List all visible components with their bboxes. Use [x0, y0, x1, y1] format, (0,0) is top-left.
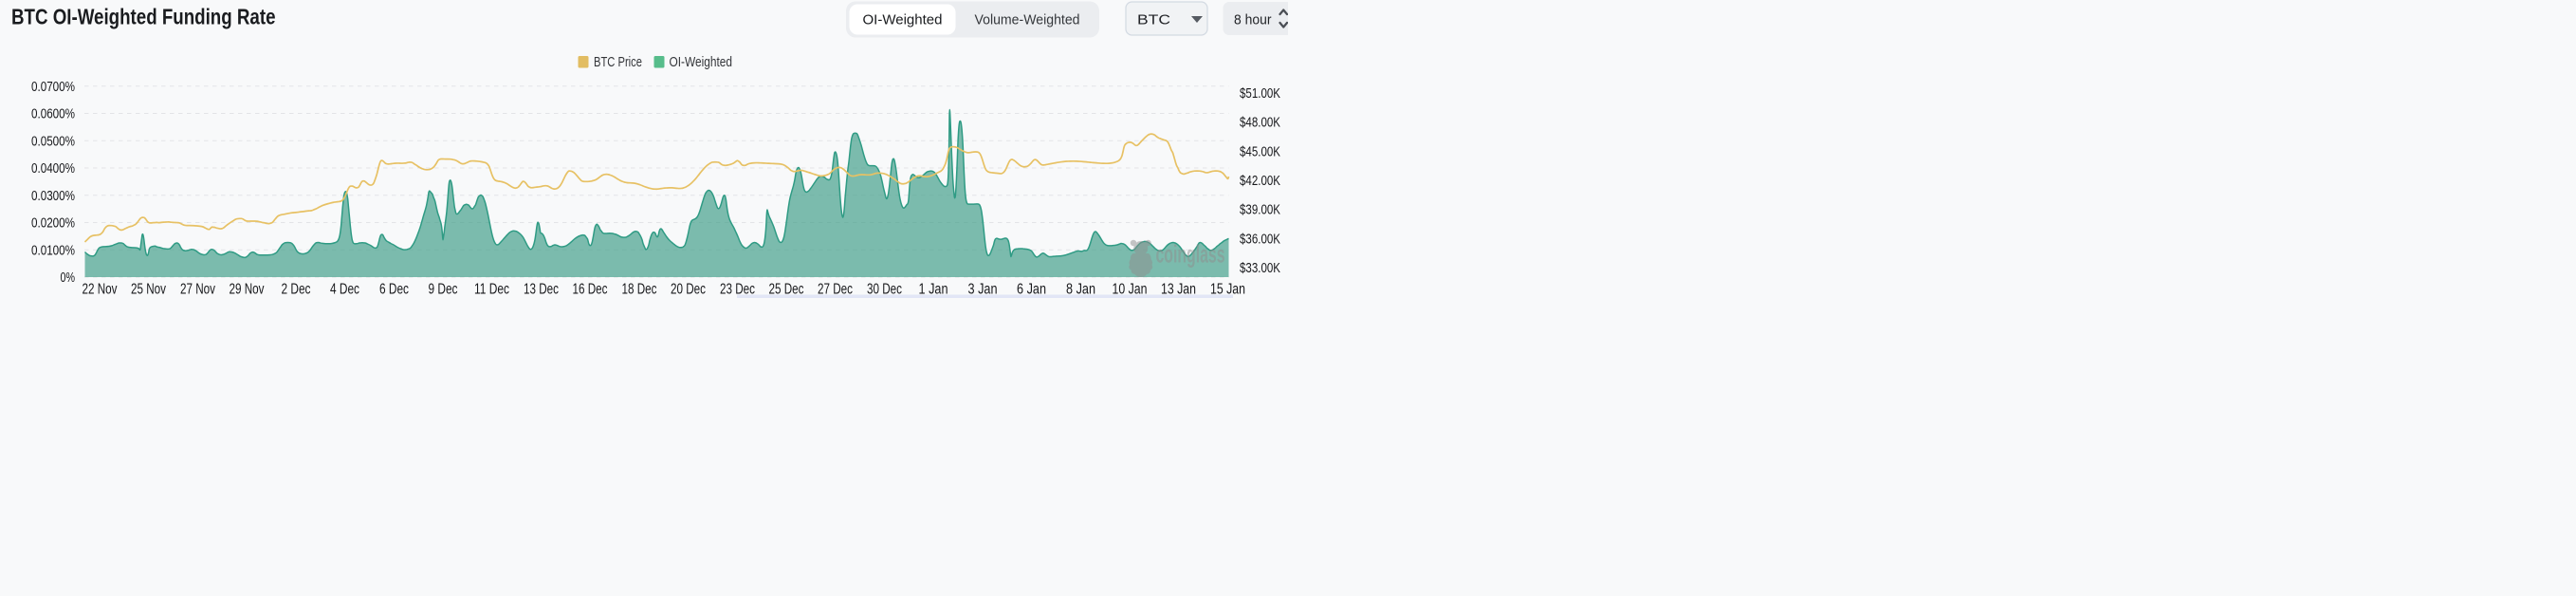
svg-text:$33.00K: $33.00K [1240, 261, 1280, 276]
svg-text:2 Dec: 2 Dec [282, 282, 311, 298]
svg-text:27 Dec: 27 Dec [818, 282, 853, 298]
svg-text:6 Jan: 6 Jan [1017, 282, 1046, 298]
svg-text:$42.00K: $42.00K [1240, 174, 1280, 189]
svg-text:Volume-Weighted: Volume-Weighted [975, 13, 1080, 28]
svg-text:25 Nov: 25 Nov [131, 282, 166, 298]
svg-text:0.0700%: 0.0700% [31, 80, 75, 95]
svg-text:0.0400%: 0.0400% [31, 161, 75, 177]
svg-text:29 Nov: 29 Nov [230, 282, 265, 298]
svg-text:$45.00K: $45.00K [1240, 144, 1280, 159]
svg-text:30 Dec: 30 Dec [867, 282, 902, 298]
svg-text:BTC: BTC [1137, 12, 1170, 28]
svg-text:13 Jan: 13 Jan [1161, 282, 1196, 298]
svg-text:1 Jan: 1 Jan [919, 282, 948, 298]
svg-text:10 Jan: 10 Jan [1113, 282, 1148, 298]
svg-text:$51.00K: $51.00K [1240, 86, 1280, 102]
svg-text:4 Dec: 4 Dec [330, 282, 359, 298]
svg-text:0.0600%: 0.0600% [31, 107, 75, 122]
svg-text:9 Dec: 9 Dec [429, 282, 458, 298]
svg-text:$39.00K: $39.00K [1240, 203, 1280, 218]
svg-text:$48.00K: $48.00K [1240, 116, 1280, 131]
svg-text:15 Jan: 15 Jan [1210, 282, 1245, 298]
svg-text:0.0200%: 0.0200% [31, 216, 75, 232]
svg-text:11 Dec: 11 Dec [474, 282, 509, 298]
svg-text:BTC Price: BTC Price [594, 55, 642, 70]
svg-text:6 Dec: 6 Dec [379, 282, 409, 298]
svg-text:23 Dec: 23 Dec [720, 282, 755, 298]
svg-text:3 Jan: 3 Jan [968, 282, 998, 298]
svg-text:OI-Weighted: OI-Weighted [670, 55, 733, 70]
svg-text:16 Dec: 16 Dec [573, 282, 608, 298]
svg-text:8 Jan: 8 Jan [1066, 282, 1095, 298]
svg-text:0.0300%: 0.0300% [31, 189, 75, 204]
svg-text:BTC OI-Weighted Funding Rate: BTC OI-Weighted Funding Rate [11, 5, 276, 29]
svg-text:20 Dec: 20 Dec [671, 282, 706, 298]
svg-text:8 hour: 8 hour [1234, 12, 1272, 28]
svg-text:0.0500%: 0.0500% [31, 134, 75, 149]
svg-text:OI-Weighted: OI-Weighted [863, 13, 943, 28]
svg-text:13 Dec: 13 Dec [524, 282, 559, 298]
svg-text:0.0100%: 0.0100% [31, 243, 75, 258]
svg-text:$36.00K: $36.00K [1240, 232, 1280, 247]
svg-text:22 Nov: 22 Nov [83, 282, 118, 298]
svg-text:27 Nov: 27 Nov [180, 282, 215, 298]
svg-text:18 Dec: 18 Dec [622, 282, 657, 298]
svg-text:25 Dec: 25 Dec [769, 282, 804, 298]
svg-text:coinglass: coinglass [1156, 240, 1225, 269]
svg-text:0%: 0% [61, 270, 76, 286]
